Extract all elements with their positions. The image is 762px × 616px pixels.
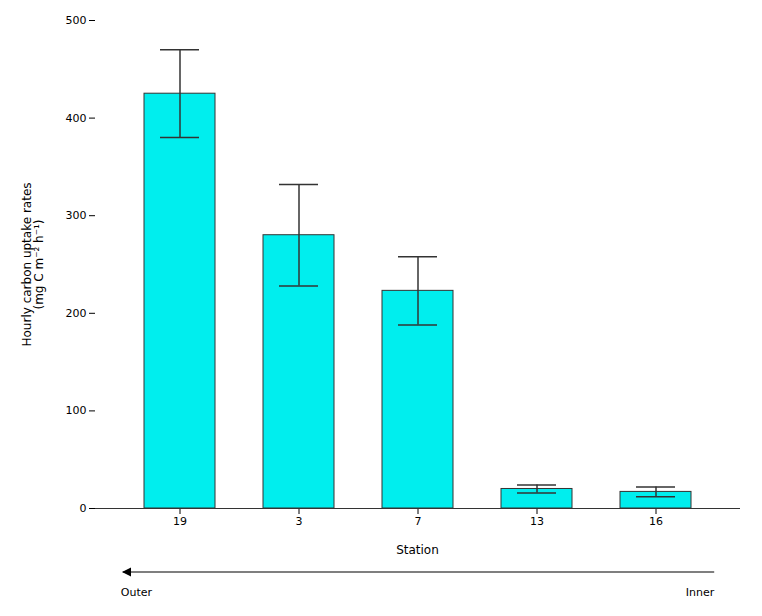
svg-text:200: 200	[66, 307, 87, 320]
svg-text:Hourly carbon uptake rates(mg: Hourly carbon uptake rates(mg C m⁻² h⁻¹)	[20, 182, 46, 346]
svg-text:13: 13	[530, 515, 544, 528]
svg-text:300: 300	[66, 209, 87, 222]
svg-text:7: 7	[415, 515, 422, 528]
svg-text:Inner: Inner	[686, 586, 715, 599]
svg-text:100: 100	[66, 404, 87, 417]
svg-text:Station: Station	[396, 543, 439, 557]
svg-text:400: 400	[66, 112, 87, 125]
svg-text:3: 3	[296, 515, 303, 528]
svg-text:16: 16	[649, 515, 663, 528]
svg-text:19: 19	[173, 515, 187, 528]
svg-text:500: 500	[66, 14, 87, 27]
svg-text:0: 0	[80, 502, 87, 515]
svg-text:Outer: Outer	[121, 586, 153, 599]
